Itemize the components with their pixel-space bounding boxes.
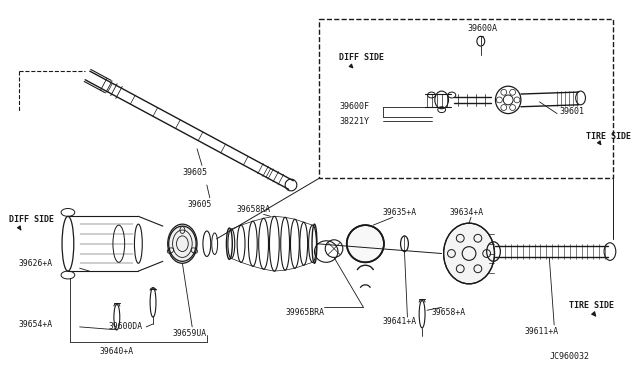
Text: 39626+A: 39626+A bbox=[19, 259, 53, 268]
Text: 39659UA: 39659UA bbox=[173, 329, 207, 338]
Text: TIRE SIDE: TIRE SIDE bbox=[586, 132, 632, 141]
Text: 39965BRA: 39965BRA bbox=[285, 308, 324, 317]
Text: 39634+A: 39634+A bbox=[449, 208, 484, 217]
Text: JC960032: JC960032 bbox=[549, 352, 589, 361]
Text: 39600A: 39600A bbox=[467, 24, 497, 33]
Text: 39605: 39605 bbox=[182, 168, 207, 177]
Text: 39605: 39605 bbox=[188, 200, 212, 209]
Text: TIRE SIDE: TIRE SIDE bbox=[569, 301, 614, 310]
Text: 39658RA: 39658RA bbox=[236, 205, 270, 214]
Text: 38221Y: 38221Y bbox=[339, 117, 369, 126]
Ellipse shape bbox=[169, 226, 196, 262]
Text: 39600F: 39600F bbox=[339, 102, 369, 111]
Text: 39601: 39601 bbox=[559, 107, 584, 116]
Ellipse shape bbox=[444, 223, 495, 284]
Text: 39600DA: 39600DA bbox=[109, 323, 143, 331]
Text: DIFF SIDE: DIFF SIDE bbox=[9, 215, 54, 224]
Text: 39640+A: 39640+A bbox=[100, 347, 134, 356]
Text: 39658+A: 39658+A bbox=[432, 308, 466, 317]
Text: 39641+A: 39641+A bbox=[383, 317, 417, 327]
Text: 39654+A: 39654+A bbox=[19, 320, 53, 330]
Bar bbox=[319, 19, 613, 178]
Ellipse shape bbox=[347, 225, 384, 262]
Text: 39611+A: 39611+A bbox=[525, 327, 559, 336]
Text: 39635+A: 39635+A bbox=[383, 208, 417, 217]
Text: DIFF SIDE: DIFF SIDE bbox=[339, 53, 384, 62]
